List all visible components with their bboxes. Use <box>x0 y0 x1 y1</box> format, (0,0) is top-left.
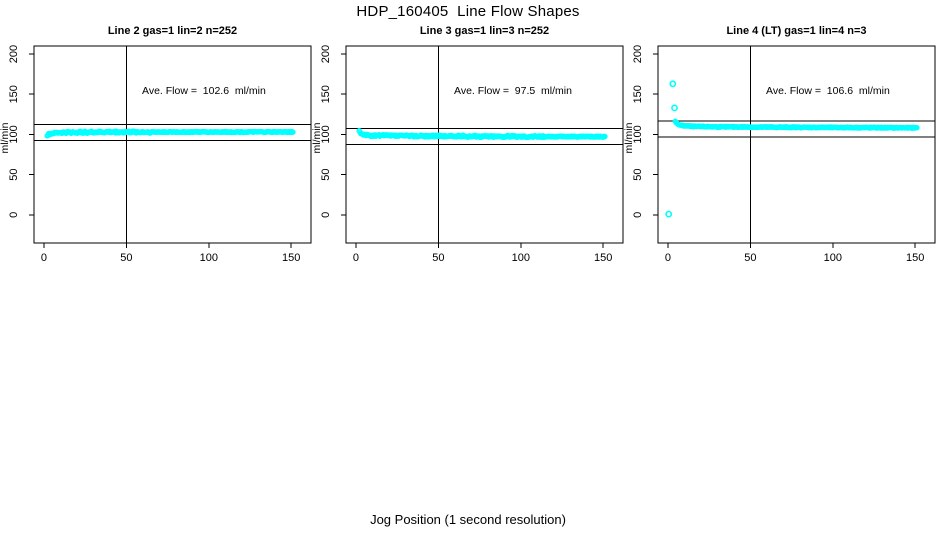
data-points <box>356 127 608 141</box>
y-axis-label: ml/min <box>312 122 323 153</box>
x-tick-label: 100 <box>824 252 842 264</box>
y-tick-label: 100 <box>8 125 20 143</box>
plot-panel-line-2: Line 2 gas=1 lin=2 n=252 0 50 100 150 0 50 100… <box>0 0 312 280</box>
figure-title: HDP_160405 Line Flow Shapes <box>356 3 580 20</box>
y-tick-label: 200 <box>8 45 20 63</box>
data-points <box>44 128 296 139</box>
average-flow-annotation: Ave. Flow = 102.6 ml/min <box>142 85 266 97</box>
x-tick-label: 50 <box>432 252 444 264</box>
y-tick-label: 150 <box>320 85 332 103</box>
x-tick-label: 50 <box>120 252 132 264</box>
y-tick-label: 150 <box>632 85 644 103</box>
average-flow-annotation: Ave. Flow = 97.5 ml/min <box>454 85 572 97</box>
y-tick-label: 50 <box>632 169 644 181</box>
plot-panel-line-3: Line 3 gas=1 lin=3 n=252 0 50 100 150 0 50 100… <box>312 0 624 280</box>
y-tick-label: 0 <box>632 212 644 218</box>
outlier-point <box>671 104 678 112</box>
x-tick-label: 150 <box>594 252 612 264</box>
panel-title: Line 2 gas=1 lin=2 n=252 <box>107 25 238 37</box>
x-tick-label: 0 <box>353 252 359 264</box>
y-tick-label: 100 <box>632 125 644 143</box>
outlier-point <box>665 210 673 218</box>
y-tick-label: 0 <box>320 212 332 218</box>
y-tick-label: 0 <box>8 212 20 218</box>
scatter-plot: 0 50 100 150 0 50 100 150 200 ml/min <box>0 45 312 264</box>
panel-title: Line 3 gas=1 lin=3 n=252 <box>419 25 550 37</box>
x-tick-label: 100 <box>200 252 218 264</box>
y-tick-label: 200 <box>320 45 332 63</box>
y-axis-label: ml/min <box>0 122 11 153</box>
x-tick-label: 0 <box>665 252 671 264</box>
x-tick-label: 50 <box>744 252 756 264</box>
plot-box <box>657 45 936 244</box>
y-tick-label: 50 <box>320 169 332 181</box>
y-tick-label: 150 <box>8 85 20 103</box>
y-tick-label: 200 <box>632 45 644 63</box>
x-tick-label: 150 <box>282 252 300 264</box>
y-tick-label: 100 <box>320 125 332 143</box>
plot-panel-line-4: Line 4 (LT) gas=1 lin=4 n=3 0 50 100 150 0 50… <box>624 0 936 280</box>
scatter-plot: 0 50 100 150 0 50 100 150 200 ml/min <box>312 45 624 264</box>
outlier-point <box>669 80 677 88</box>
x-axis-title: Jog Position (1 second resolution) <box>370 512 566 527</box>
x-tick-label: 150 <box>906 252 924 264</box>
plot-box <box>33 45 312 244</box>
scatter-plot: 0 50 100 150 0 50 100 150 200 ml/min <box>624 45 936 264</box>
data-points <box>672 118 920 132</box>
average-flow-annotation: Ave. Flow = 106.6 ml/min <box>766 85 890 97</box>
x-tick-label: 0 <box>41 252 47 264</box>
x-tick-label: 100 <box>512 252 530 264</box>
y-axis-label: ml/min <box>624 122 635 153</box>
panel-title: Line 4 (LT) gas=1 lin=4 n=3 <box>726 25 867 37</box>
y-tick-label: 50 <box>8 169 20 181</box>
